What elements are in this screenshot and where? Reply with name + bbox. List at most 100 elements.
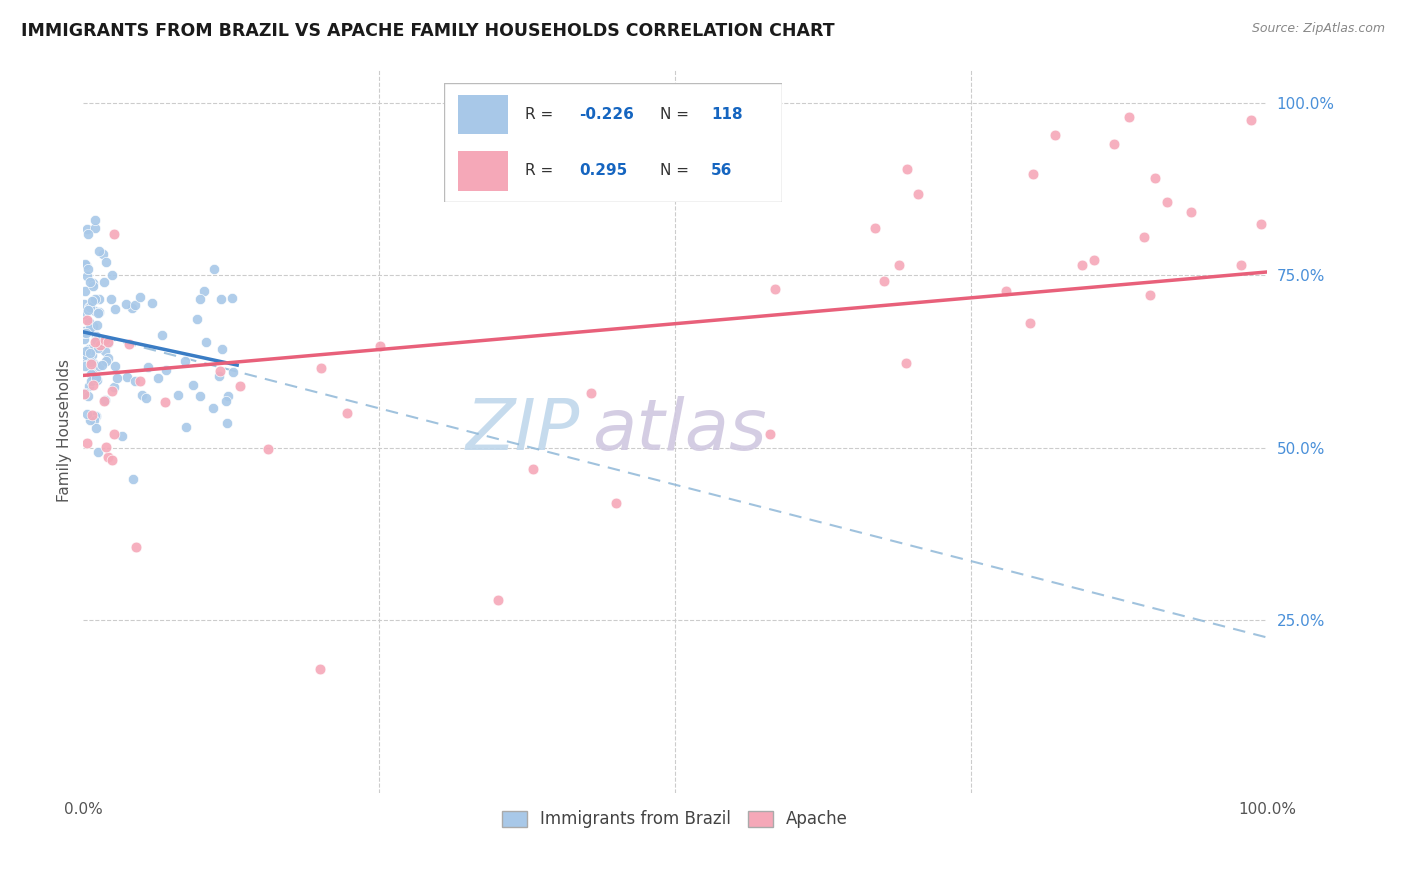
Point xyxy=(1019,316,1042,330)
Text: atlas: atlas xyxy=(592,396,766,465)
Point xyxy=(1144,171,1167,186)
Point xyxy=(1021,167,1043,181)
Point xyxy=(84,293,107,307)
Point xyxy=(80,374,103,388)
Point xyxy=(141,296,163,310)
Point xyxy=(896,356,918,370)
Point xyxy=(75,324,97,338)
Point xyxy=(104,359,127,373)
Point xyxy=(82,277,104,291)
Point xyxy=(995,284,1018,298)
Point xyxy=(174,420,197,434)
Point xyxy=(1239,112,1261,127)
Point xyxy=(76,262,98,277)
Point xyxy=(209,364,232,378)
Point xyxy=(605,496,627,510)
Point xyxy=(82,319,104,334)
Point xyxy=(181,377,204,392)
Point xyxy=(135,391,157,405)
Point xyxy=(863,220,886,235)
Point xyxy=(73,327,96,342)
Point xyxy=(77,315,100,329)
Point xyxy=(763,281,786,295)
Point xyxy=(222,365,245,379)
Point xyxy=(80,357,103,371)
Point xyxy=(80,367,103,381)
Point xyxy=(80,348,103,362)
Point xyxy=(87,341,110,355)
Point xyxy=(86,373,108,387)
Point xyxy=(336,406,359,420)
Point xyxy=(581,385,603,400)
Point xyxy=(76,407,98,421)
Point xyxy=(84,337,107,351)
Point xyxy=(79,358,101,372)
Point xyxy=(1229,258,1251,272)
Point xyxy=(80,408,103,422)
Point xyxy=(75,258,97,272)
Point xyxy=(217,389,239,403)
Point xyxy=(76,268,98,283)
Point xyxy=(1156,195,1178,210)
Point xyxy=(103,227,125,241)
Point xyxy=(79,300,101,314)
Point xyxy=(73,326,96,340)
Y-axis label: Family Households: Family Households xyxy=(58,359,72,502)
Point xyxy=(153,395,176,409)
Point xyxy=(76,312,98,326)
Point xyxy=(1139,288,1161,302)
Point xyxy=(90,334,112,349)
Point xyxy=(121,301,143,315)
Point xyxy=(73,307,96,321)
Point xyxy=(101,268,124,282)
Point xyxy=(75,385,97,400)
Point xyxy=(97,336,120,351)
Point xyxy=(87,444,110,458)
Point xyxy=(75,326,97,341)
Point xyxy=(100,453,122,467)
Point xyxy=(75,257,97,271)
Point xyxy=(125,540,148,554)
Point xyxy=(73,386,96,401)
Point xyxy=(80,355,103,369)
Point xyxy=(82,356,104,370)
Point xyxy=(105,371,128,385)
Point xyxy=(89,338,111,352)
Point xyxy=(211,342,233,356)
Point xyxy=(89,244,111,258)
Point xyxy=(97,450,120,464)
Point xyxy=(77,389,100,403)
Point xyxy=(121,472,143,486)
Point xyxy=(907,187,929,202)
Point xyxy=(87,359,110,373)
Point xyxy=(91,359,114,373)
Point xyxy=(97,351,120,365)
Point xyxy=(136,360,159,375)
Point xyxy=(76,435,98,450)
Point xyxy=(76,346,98,360)
Text: ZIP: ZIP xyxy=(467,396,581,465)
Point xyxy=(229,379,252,393)
Point xyxy=(115,297,138,311)
Point xyxy=(84,409,107,423)
Point xyxy=(1071,258,1094,272)
Point xyxy=(129,374,152,388)
Point xyxy=(150,328,173,343)
Point xyxy=(93,275,115,289)
Point xyxy=(195,335,218,350)
Point xyxy=(124,298,146,312)
Point xyxy=(79,413,101,427)
Point xyxy=(77,301,100,315)
Point xyxy=(82,341,104,355)
Point xyxy=(80,343,103,357)
Point xyxy=(77,379,100,393)
Point xyxy=(146,371,169,385)
Point xyxy=(84,212,107,227)
Point xyxy=(188,292,211,306)
Point xyxy=(221,291,243,305)
Point xyxy=(91,247,114,261)
Point xyxy=(84,220,107,235)
Point xyxy=(94,255,117,269)
Point xyxy=(486,592,509,607)
Point xyxy=(80,293,103,308)
